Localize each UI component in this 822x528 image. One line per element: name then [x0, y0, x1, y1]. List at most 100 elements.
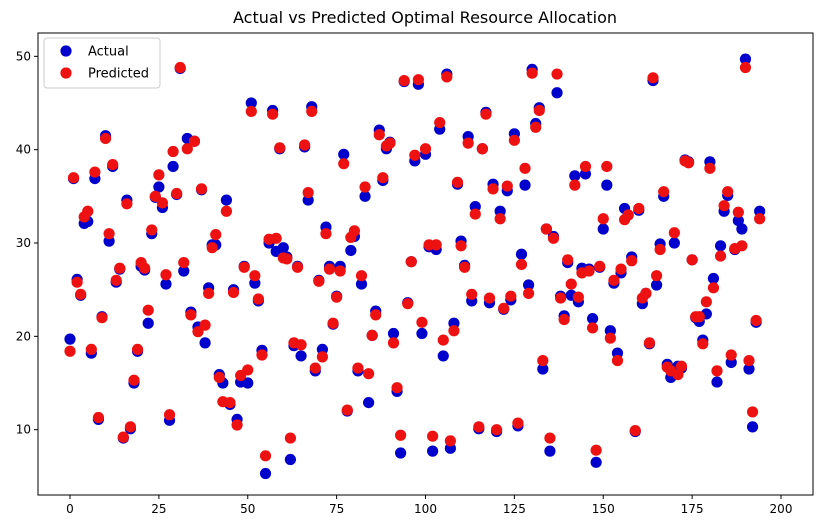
- point-predicted-174: [682, 157, 695, 169]
- point-predicted-95: [402, 298, 414, 310]
- point-actual-188: [732, 215, 744, 227]
- point-predicted-58: [270, 232, 282, 244]
- legend-marker-actual: [60, 45, 72, 57]
- point-predicted-13: [110, 274, 122, 286]
- x-tick-label-175: 175: [681, 502, 704, 516]
- point-predicted-55: [259, 450, 272, 462]
- point-predicted-76: [334, 265, 346, 277]
- point-predicted-1: [67, 172, 80, 184]
- point-predicted-128: [519, 162, 531, 174]
- point-actual-38: [199, 337, 211, 349]
- point-predicted-7: [89, 166, 101, 178]
- point-predicted-143: [572, 291, 584, 303]
- point-predicted-140: [562, 254, 574, 266]
- point-actual-99: [416, 327, 428, 340]
- point-predicted-33: [181, 143, 193, 155]
- point-actual-82: [355, 278, 368, 290]
- x-tick-label-150: 150: [592, 502, 615, 516]
- y-tick-label-40: 40: [16, 143, 31, 157]
- point-predicted-25: [153, 169, 165, 181]
- point-actual-0: [64, 333, 76, 345]
- point-actual-84: [363, 397, 375, 409]
- point-predicted-16: [121, 198, 133, 210]
- point-predicted-138: [554, 292, 567, 304]
- point-actual-32: [178, 265, 190, 277]
- point-actual-137: [551, 87, 563, 99]
- point-predicted-104: [434, 117, 446, 129]
- legend: Actual Predicted: [43, 37, 161, 89]
- legend-label-predicted: Predicted: [88, 67, 149, 82]
- point-predicted-72: [320, 228, 332, 240]
- point-predicted-28: [163, 409, 176, 421]
- point-predicted-194: [754, 213, 766, 225]
- point-predicted-83: [359, 181, 371, 193]
- x-tick-label-25: 25: [151, 502, 166, 516]
- point-actual-60: [277, 242, 289, 254]
- point-predicted-113: [466, 288, 478, 300]
- point-predicted-74: [327, 317, 339, 329]
- point-predicted-36: [192, 326, 204, 338]
- point-actual-129: [523, 279, 535, 291]
- point-predicted-184: [718, 200, 730, 212]
- point-actual-189: [736, 223, 748, 235]
- point-predicted-39: [203, 287, 215, 299]
- point-predicted-149: [594, 260, 606, 272]
- point-predicted-57: [267, 108, 279, 120]
- point-predicted-0: [64, 345, 76, 357]
- point-predicted-69: [309, 362, 321, 374]
- point-predicted-45: [224, 397, 236, 409]
- point-predicted-158: [626, 255, 638, 267]
- point-predicted-125: [508, 134, 520, 146]
- point-predicted-6: [85, 343, 97, 355]
- y-tick-label-20: 20: [16, 329, 31, 343]
- point-predicted-112: [462, 137, 474, 149]
- point-predicted-5: [82, 205, 94, 217]
- point-predicted-167: [658, 186, 670, 198]
- point-predicted-91: [387, 337, 400, 349]
- point-predicted-85: [366, 329, 378, 341]
- point-predicted-29: [167, 145, 179, 158]
- point-predicted-159: [629, 425, 641, 437]
- point-actual-65: [295, 350, 307, 362]
- point-predicted-130: [526, 67, 538, 79]
- point-predicted-141: [565, 278, 577, 290]
- point-predicted-88: [377, 172, 389, 184]
- point-actual-105: [437, 350, 449, 362]
- point-predicted-21: [139, 262, 151, 274]
- points-layer: [64, 53, 766, 480]
- point-predicted-70: [313, 275, 325, 287]
- point-predicted-18: [128, 374, 140, 386]
- point-predicted-164: [647, 72, 659, 84]
- y-tick-label-50: 50: [16, 49, 31, 63]
- x-tick-label-125: 125: [503, 502, 526, 516]
- point-actual-190: [739, 53, 752, 65]
- point-predicted-11: [103, 228, 115, 240]
- point-predicted-78: [341, 404, 353, 416]
- point-predicted-148: [590, 444, 602, 456]
- point-predicted-30: [171, 187, 183, 200]
- point-predicted-136: [547, 232, 560, 244]
- point-predicted-64: [291, 261, 304, 273]
- point-predicted-8: [92, 411, 105, 424]
- point-actual-133: [537, 363, 549, 375]
- point-actual-135: [544, 445, 556, 457]
- point-predicted-150: [597, 213, 609, 225]
- point-predicted-124: [505, 290, 517, 302]
- point-predicted-139: [558, 313, 570, 326]
- point-predicted-26: [156, 197, 169, 209]
- point-predicted-181: [707, 282, 720, 294]
- plot-frame: [37, 32, 814, 496]
- ticks-layer: 0 25 50 75 100 125 150 175 200 10 20 30 40 50: [16, 49, 793, 516]
- point-predicted-185: [722, 186, 734, 198]
- point-predicted-42: [213, 371, 225, 383]
- point-predicted-120: [491, 424, 503, 436]
- point-predicted-2: [71, 276, 83, 288]
- point-predicted-51: [245, 105, 257, 117]
- point-actual-128: [519, 179, 531, 191]
- point-predicted-157: [622, 209, 634, 221]
- point-predicted-14: [114, 262, 126, 274]
- point-predicted-147: [586, 322, 599, 334]
- point-predicted-54: [256, 349, 268, 361]
- point-predicted-106: [441, 71, 453, 83]
- point-predicted-24: [149, 190, 161, 202]
